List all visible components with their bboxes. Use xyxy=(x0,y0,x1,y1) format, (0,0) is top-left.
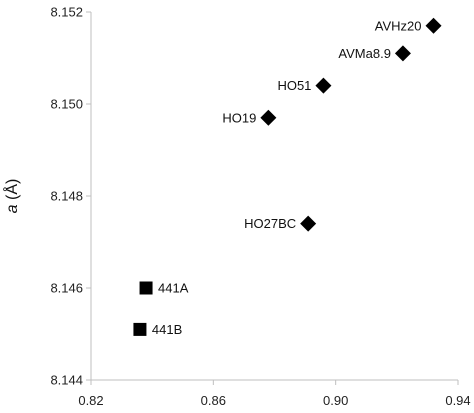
data-point-diamond xyxy=(425,17,442,34)
data-point-square xyxy=(133,322,147,336)
data-point-diamond xyxy=(300,215,317,232)
point-label: 441B xyxy=(152,322,182,337)
y-tick-label: 8.148 xyxy=(50,189,83,204)
x-axis-ticks: 0.82 0.86 0.90 0.94 xyxy=(78,380,471,408)
x-tick-label: 0.94 xyxy=(445,393,470,408)
x-tick-label: 0.82 xyxy=(78,393,103,408)
point-label: 441A xyxy=(158,281,189,296)
y-axis-label-var: a xyxy=(4,204,21,213)
data-point-diamond xyxy=(394,45,411,62)
data-point-square xyxy=(139,281,153,295)
y-axis-label-unit: (Å) xyxy=(2,179,21,205)
data-point-diamond xyxy=(315,77,332,94)
y-axis-ticks: 8.144 8.146 8.148 8.150 8.152 xyxy=(50,5,91,388)
point-label: HO19 xyxy=(222,110,256,125)
point-label: HO51 xyxy=(277,78,311,93)
y-tick-label: 8.150 xyxy=(50,97,83,112)
point-label: AVMa8.9 xyxy=(338,46,391,61)
data-point-diamond xyxy=(260,109,277,126)
point-label: HO27BC xyxy=(244,216,296,231)
y-tick-label: 8.144 xyxy=(50,373,83,388)
y-tick-label: 8.146 xyxy=(50,281,83,296)
data-points: AVHz20 AVMa8.9 HO51 HO19 HO27BC 441A 441B xyxy=(133,17,442,337)
point-label: AVHz20 xyxy=(375,18,422,33)
x-tick-label: 0.86 xyxy=(201,393,226,408)
y-axis-label: a (Å) xyxy=(2,179,21,214)
x-tick-label: 0.90 xyxy=(323,393,348,408)
y-tick-label: 8.152 xyxy=(50,5,83,20)
